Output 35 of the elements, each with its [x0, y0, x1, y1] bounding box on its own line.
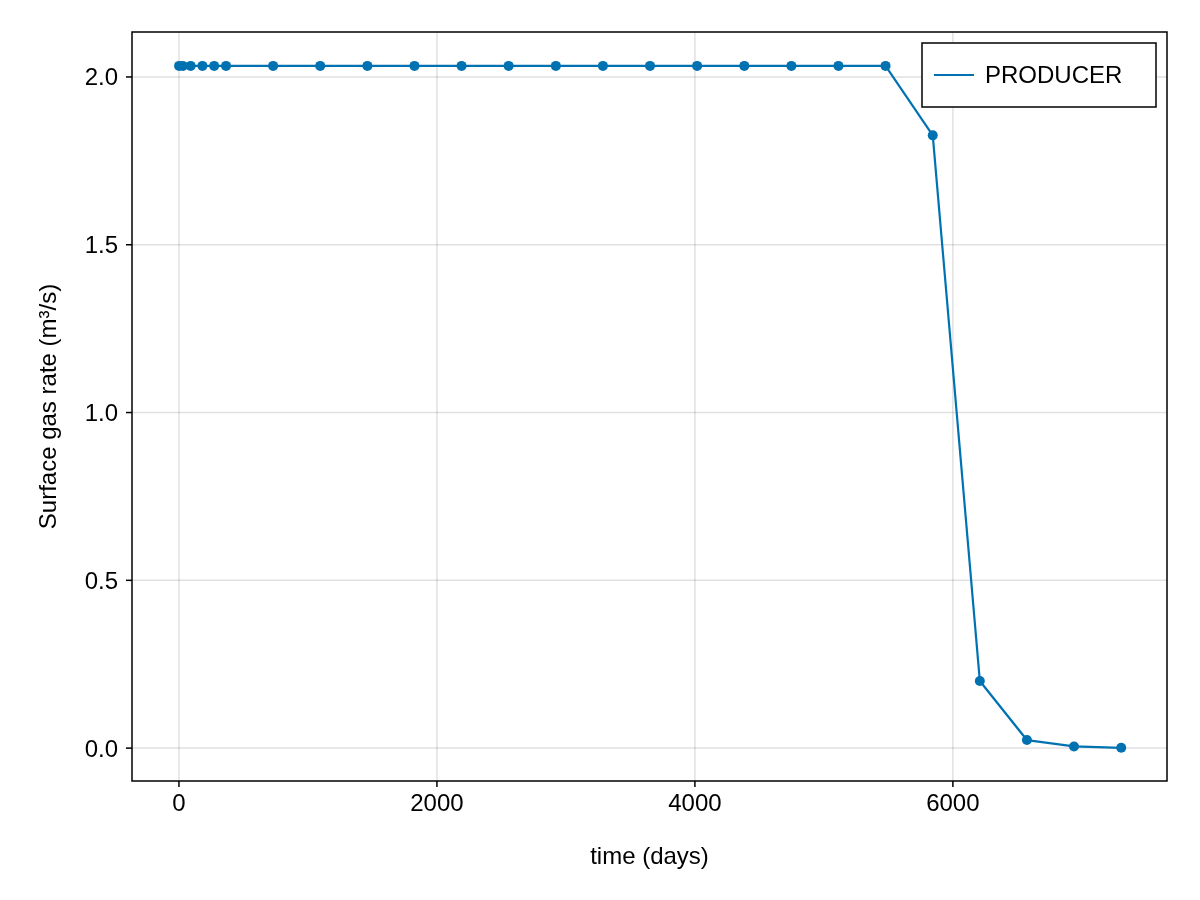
- point: [362, 60, 373, 71]
- x-tick-label: 0: [172, 789, 186, 816]
- point: [268, 60, 279, 71]
- y-tick-label: 2.0: [84, 63, 118, 91]
- point: [833, 60, 844, 71]
- point: [503, 60, 514, 71]
- point: [315, 60, 326, 71]
- point: [692, 60, 703, 71]
- point: [409, 60, 420, 71]
- point: [1021, 735, 1032, 746]
- point: [1116, 742, 1127, 753]
- point: [1069, 741, 1079, 752]
- point: [645, 60, 656, 71]
- legend-label: PRODUCER: [985, 61, 1123, 89]
- point: [880, 60, 891, 71]
- point: [739, 60, 750, 71]
- point: [597, 60, 608, 71]
- x-tick-label: 6000: [926, 789, 980, 816]
- y-tick-label: 0.0: [84, 734, 118, 762]
- x-axis-title: time (days): [590, 842, 709, 869]
- y-axis-title: Surface gas rate (m³/s): [34, 283, 61, 530]
- point: [786, 60, 797, 71]
- point: [209, 60, 220, 71]
- point: [185, 60, 196, 71]
- point: [974, 676, 985, 686]
- y-tick-label: 1.0: [84, 398, 118, 426]
- x-tick-label: 4000: [668, 789, 722, 816]
- point: [456, 60, 467, 71]
- point: [197, 60, 208, 71]
- point: [221, 60, 232, 71]
- y-tick-label: 0.5: [84, 566, 118, 594]
- y-tick-label: 1.5: [84, 231, 118, 259]
- x-tick-label: 2000: [410, 789, 464, 816]
- point: [550, 60, 561, 71]
- point: [927, 130, 938, 141]
